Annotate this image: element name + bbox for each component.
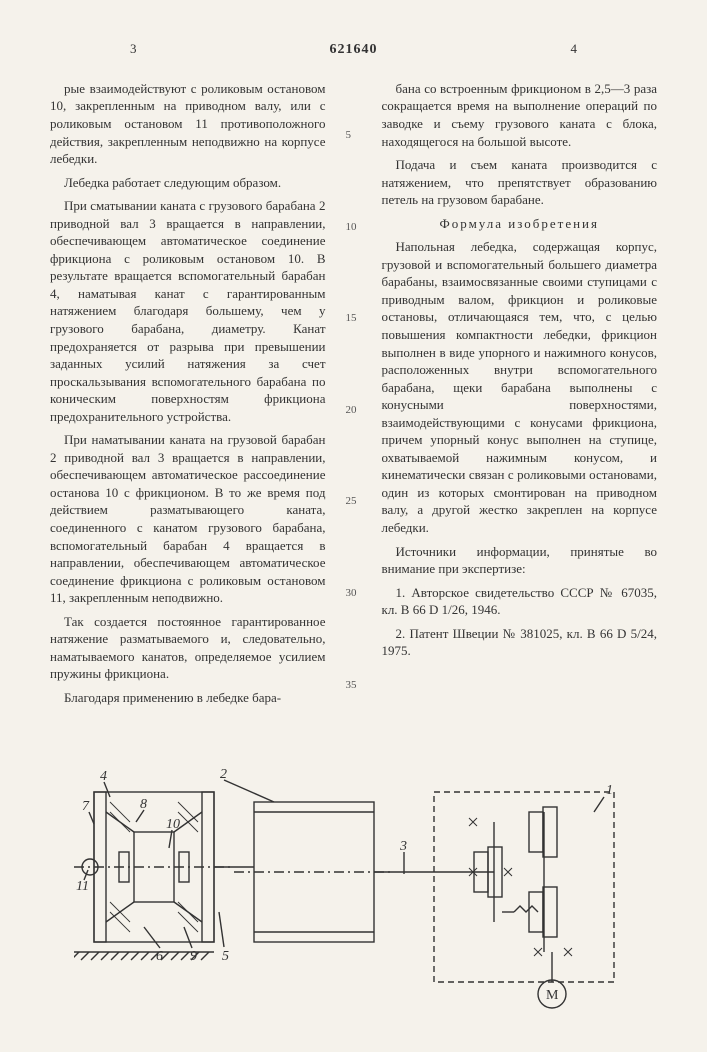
line-number-gutter: 5 10 15 20 25 30 35 xyxy=(346,80,362,713)
fig-label-8: 8 xyxy=(140,797,147,812)
fig-label-10: 10 xyxy=(166,817,180,832)
left-p6: Благодаря применению в лебедке бара- xyxy=(50,689,326,707)
formula-title: Формула изобретения xyxy=(382,215,658,233)
line-num: 5 xyxy=(346,128,362,143)
right-p2: Подача и съем каната производится с натя… xyxy=(382,156,658,209)
line-num: 35 xyxy=(346,678,362,693)
left-p3: При сматывании каната с грузового бараба… xyxy=(50,197,326,425)
text-columns: рые взаимодействуют с роликовым останово… xyxy=(50,80,657,713)
left-column: рые взаимодействуют с роликовым останово… xyxy=(50,80,326,713)
page-number-right: 4 xyxy=(571,40,578,58)
right-p6: 2. Патент Швеции № 381025, кл. B 66 D 5/… xyxy=(382,625,658,660)
fig-label-4: 4 xyxy=(100,769,107,784)
page-header: 3 621640 4 xyxy=(50,40,657,60)
line-num: 20 xyxy=(346,403,362,418)
line-num: 25 xyxy=(346,494,362,509)
fig-label-2: 2 xyxy=(220,767,227,782)
right-p5: 1. Авторское свидетельство СССР № 67035,… xyxy=(382,584,658,619)
left-p1: рые взаимодействуют с роликовым останово… xyxy=(50,80,326,168)
line-num: 15 xyxy=(346,311,362,326)
fig-label-1: 1 xyxy=(606,783,613,798)
fig-label-5: 5 xyxy=(222,949,229,964)
right-p3: Напольная лебедка, содержащая корпус, гр… xyxy=(382,238,658,536)
line-num: 30 xyxy=(346,586,362,601)
document-number: 621640 xyxy=(330,42,378,57)
right-p1: бана со встроенным фрикционом в 2,5—3 ра… xyxy=(382,80,658,150)
left-p5: Так создается постоянное гарантированное… xyxy=(50,613,326,683)
fig-label-11: 11 xyxy=(76,879,89,894)
left-p4: При наматывании каната на грузовой бараб… xyxy=(50,431,326,606)
line-num: 10 xyxy=(346,220,362,235)
right-p4: Источники информации, принятые во вниман… xyxy=(382,543,658,578)
fig-label-9: 9 xyxy=(190,949,197,964)
fig-label-motor: М xyxy=(546,988,559,1003)
right-column: бана со встроенным фрикционом в 2,5—3 ра… xyxy=(382,80,658,713)
fig-label-6: 6 xyxy=(156,949,163,964)
technical-drawing: 4 2 7 8 10 11 6 9 5 3 1 М xyxy=(50,752,657,1012)
page-number-left: 3 xyxy=(130,40,137,58)
left-p2: Лебедка работает следующим образом. xyxy=(50,174,326,192)
drawing-svg: 4 2 7 8 10 11 6 9 5 3 1 М xyxy=(74,752,634,1012)
fig-label-7: 7 xyxy=(82,799,90,814)
fig-label-3: 3 xyxy=(399,839,407,854)
